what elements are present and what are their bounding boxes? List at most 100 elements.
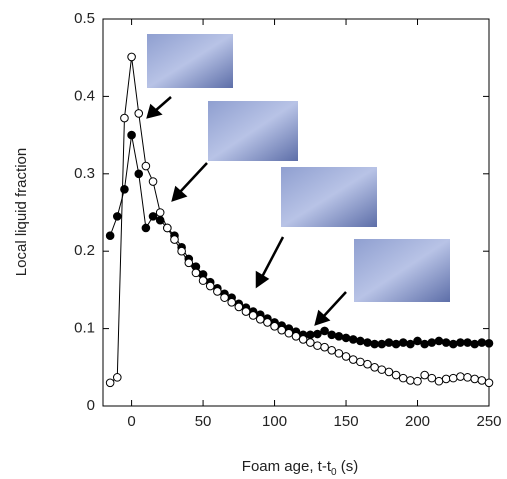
data-point	[163, 223, 172, 233]
data-point	[470, 374, 480, 384]
data-point	[327, 345, 337, 355]
data-point	[305, 330, 315, 340]
arrow-head	[255, 270, 270, 289]
data-point	[348, 355, 358, 364]
data-point	[370, 339, 379, 349]
data-point	[398, 373, 408, 383]
data-point	[334, 332, 344, 341]
data-point	[448, 339, 458, 349]
data-point	[456, 338, 465, 347]
data-point	[448, 373, 458, 383]
data-point	[356, 357, 365, 367]
data-point	[477, 376, 487, 385]
data-point	[320, 326, 329, 336]
data-point	[227, 297, 236, 307]
data-point	[291, 332, 301, 341]
data-point	[441, 374, 451, 384]
y-tick-label: 0.1	[74, 320, 95, 337]
arrows	[146, 96, 347, 326]
data-point	[148, 177, 158, 186]
arrow	[260, 236, 285, 278]
data-point	[213, 287, 222, 296]
data-point	[427, 338, 437, 347]
data-point	[255, 315, 265, 324]
data-point	[477, 338, 487, 347]
data-point	[313, 329, 322, 339]
data-point	[234, 302, 244, 312]
data-point	[398, 338, 408, 347]
y-tick-label: 0.5	[74, 10, 95, 27]
data-point	[277, 325, 287, 335]
data-point	[241, 307, 251, 316]
data-point	[112, 373, 122, 382]
data-point	[363, 359, 372, 369]
data-point	[134, 169, 144, 179]
data-point	[427, 373, 437, 383]
data-point	[470, 339, 480, 349]
data-point	[141, 223, 151, 233]
arrow-head	[146, 103, 163, 119]
data-point	[384, 367, 394, 377]
x-axis-title-subscript: 0	[331, 467, 337, 478]
data-point	[313, 341, 322, 350]
data-point	[391, 339, 401, 349]
data-point	[320, 342, 329, 352]
data-point	[377, 365, 387, 374]
data-point	[184, 258, 194, 268]
data-point	[263, 318, 272, 327]
data-point	[177, 246, 186, 256]
inset-photo	[147, 34, 233, 88]
data-point	[120, 113, 129, 123]
x-axis-title-part: Foam age, t-t	[242, 458, 332, 475]
data-point	[413, 376, 422, 386]
data-point	[370, 363, 379, 372]
arrow-head	[314, 309, 331, 326]
arrow	[154, 96, 172, 112]
x-tick-label: 50	[195, 413, 212, 430]
x-axis-title: Foam age, t-t0 (s)	[242, 458, 358, 478]
data-point	[220, 293, 229, 302]
y-tick-label: 0.4	[74, 87, 95, 104]
data-point	[484, 378, 494, 388]
data-point	[434, 376, 444, 386]
x-tick-label: 0	[127, 413, 135, 430]
data-point	[127, 52, 136, 62]
data-point	[327, 330, 337, 340]
data-point	[391, 370, 401, 380]
data-point	[384, 338, 394, 347]
x-tick-label: 200	[405, 413, 430, 430]
data-point	[348, 335, 358, 344]
y-axis-title: Local liquid fraction	[13, 148, 30, 276]
data-point	[170, 235, 179, 244]
data-point	[441, 338, 451, 347]
data-point	[356, 336, 365, 346]
data-point	[127, 130, 136, 140]
data-point	[463, 373, 472, 382]
data-point	[270, 321, 279, 331]
x-axis-title-part: (s)	[337, 458, 359, 475]
data-point	[377, 339, 387, 349]
data-point	[305, 338, 315, 347]
data-point	[198, 276, 208, 285]
data-point	[191, 268, 201, 278]
x-tick-label: 150	[334, 413, 359, 430]
inset-photos	[147, 34, 450, 302]
arrow	[179, 162, 208, 193]
plot-frame	[102, 18, 490, 407]
data-point	[420, 370, 429, 380]
data-point	[363, 338, 372, 347]
data-point	[248, 311, 258, 320]
x-tick-label: 250	[476, 413, 501, 430]
data-point	[284, 328, 294, 338]
data-point	[341, 352, 351, 361]
data-point	[298, 335, 308, 344]
data-point	[463, 338, 472, 347]
data-point	[134, 109, 144, 118]
inset-photo	[281, 167, 377, 227]
data-point	[484, 339, 494, 348]
data-point	[105, 378, 115, 388]
arrow-head	[171, 185, 188, 202]
data-point	[105, 231, 115, 241]
inset-photo	[354, 239, 450, 302]
